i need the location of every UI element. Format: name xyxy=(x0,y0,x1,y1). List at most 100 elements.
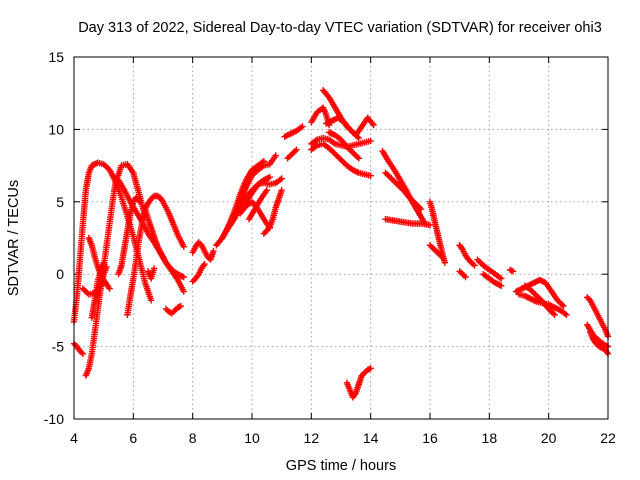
data-point xyxy=(509,268,517,275)
y-tick-label: 5 xyxy=(56,194,64,210)
y-tick-label: -5 xyxy=(52,339,65,355)
x-axis-label: GPS time / hours xyxy=(286,458,396,474)
data-point xyxy=(462,273,469,281)
series-arc-38 xyxy=(474,256,505,282)
y-tick-label: 10 xyxy=(48,121,64,137)
x-tick-label: 4 xyxy=(70,430,78,446)
y-tick-label: 0 xyxy=(56,266,64,282)
data-point xyxy=(266,173,273,181)
data-point xyxy=(100,259,107,266)
series-arc-39 xyxy=(480,271,505,289)
data-point xyxy=(370,121,377,129)
data-point xyxy=(498,282,505,289)
data-point xyxy=(103,263,110,271)
grid xyxy=(74,57,608,419)
y-axis-label: SDTVAR / TECUs xyxy=(6,180,22,296)
data-point xyxy=(180,243,187,250)
series-arc-46 xyxy=(584,321,612,350)
data-point xyxy=(293,146,300,153)
series-arc-20 xyxy=(236,198,273,232)
series-arc-29 xyxy=(325,129,362,162)
series-arc-35 xyxy=(426,242,446,261)
series-arc-08 xyxy=(115,194,143,278)
data-point xyxy=(355,134,362,142)
series-arc-44 xyxy=(584,294,612,340)
data-point xyxy=(180,273,187,281)
data-point xyxy=(563,311,570,318)
data-point xyxy=(260,158,268,165)
data-point xyxy=(180,288,187,295)
x-tick-label: 16 xyxy=(422,430,438,446)
x-tick-label: 8 xyxy=(189,430,197,446)
data-point xyxy=(471,262,478,269)
series-arc-28 xyxy=(322,114,377,139)
series-arc-12 xyxy=(162,302,184,317)
data-point xyxy=(79,350,87,358)
data-point xyxy=(299,123,306,130)
data-point xyxy=(278,187,285,194)
series-arc-36 xyxy=(456,242,478,269)
y-tick-label: 15 xyxy=(48,49,64,65)
x-tick-label: 14 xyxy=(363,430,379,446)
series-arc-30 xyxy=(343,365,374,401)
data-point xyxy=(278,175,285,182)
x-tick-labels: 4 6 8 10 12 14 16 18 20 22 xyxy=(70,430,616,446)
series-arc-11 xyxy=(144,265,158,282)
data-point xyxy=(551,311,558,318)
data-point xyxy=(210,247,217,255)
data-point xyxy=(367,137,374,145)
y-tick-label: -10 xyxy=(44,411,64,427)
data-point-sample xyxy=(508,267,515,274)
series-arc-10 xyxy=(142,205,187,281)
data-point xyxy=(506,266,514,274)
data-point xyxy=(106,285,113,292)
series-arc-37 xyxy=(456,268,469,281)
data-point xyxy=(201,260,208,268)
data-point xyxy=(136,198,143,205)
series-arc-43 xyxy=(521,282,558,318)
data-point xyxy=(417,205,425,213)
x-tick-label: 12 xyxy=(304,430,320,446)
data-point xyxy=(367,365,374,372)
series-arc-13 xyxy=(189,239,217,263)
series-arc-41 xyxy=(512,276,567,310)
data-point xyxy=(263,187,271,194)
data-point xyxy=(498,275,505,282)
data-point xyxy=(272,152,279,159)
data-point xyxy=(441,259,449,266)
series-arc-06 xyxy=(88,259,107,321)
series-arc-33 xyxy=(382,215,434,229)
data-point xyxy=(426,221,434,229)
x-tick-label: 6 xyxy=(129,430,137,446)
data-point xyxy=(355,155,362,162)
data-point xyxy=(438,253,446,261)
data-point xyxy=(560,302,567,310)
x-tick-label: 10 xyxy=(244,430,260,446)
x-tick-label: 18 xyxy=(482,430,498,446)
data-point xyxy=(177,302,184,310)
x-tick-label: 20 xyxy=(541,430,557,446)
series-arc-03 xyxy=(79,160,149,298)
data-point xyxy=(150,265,158,272)
data-point xyxy=(147,297,155,304)
y-tick-labels: -10 -5 0 5 10 15 xyxy=(44,49,64,427)
data-points xyxy=(70,87,612,401)
series-arc-40 xyxy=(506,266,517,275)
series-arc-25 xyxy=(308,140,374,179)
series-arc-31 xyxy=(379,147,428,226)
series-arc-21 xyxy=(260,187,285,237)
series-arc-16 xyxy=(219,158,268,242)
chart-title: Day 313 of 2022, Sidereal Day-to-day VTE… xyxy=(78,20,602,36)
series-arc-18 xyxy=(242,175,285,205)
data-point-sample xyxy=(539,278,546,285)
series-arc-14 xyxy=(189,260,208,285)
data-point-sample xyxy=(91,160,98,168)
series-arc-01 xyxy=(70,340,87,358)
data-point xyxy=(367,172,374,179)
series-arc-23 xyxy=(281,123,306,140)
series-arc-34 xyxy=(426,198,449,266)
x-tick-label: 22 xyxy=(600,430,616,446)
series-arc-26 xyxy=(308,104,333,129)
series-arc-32 xyxy=(382,169,425,213)
